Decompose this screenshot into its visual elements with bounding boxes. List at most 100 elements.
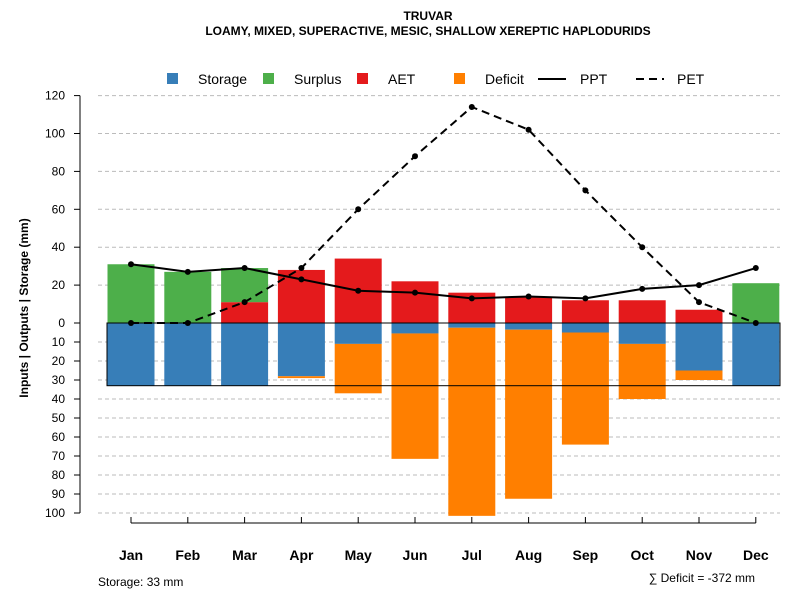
deficit-bar-sep	[561, 332, 609, 445]
pet-point-nov	[696, 299, 702, 306]
storage-bar-apr	[277, 323, 325, 377]
legend-label-deficit: Deficit	[485, 71, 524, 87]
pet-point-oct	[639, 244, 646, 251]
y-tick-label-upper-20: 20	[52, 278, 66, 292]
pet-point-aug	[525, 126, 532, 133]
legend-key-surplus	[263, 73, 274, 84]
pet-point-may	[355, 206, 362, 213]
pet-point-apr	[298, 265, 305, 272]
pet-line	[131, 105, 757, 324]
x-tick-label-sep: Sep	[573, 547, 599, 563]
pet-point-mar	[241, 299, 248, 306]
deficit-note: ∑ Deficit = -372 mm	[649, 571, 755, 585]
ppt-point-dec	[752, 265, 759, 272]
surplus-bar-jan	[107, 264, 155, 323]
aet-bar-mar	[221, 302, 269, 323]
storage-capacity-box	[106, 322, 781, 387]
bars	[106, 258, 781, 516]
pet-point-feb	[184, 320, 191, 326]
axes: 0 20 40 60 80 100 120 10 20 30 40 50 60 70 80 90 100 Jan F…	[45, 89, 769, 563]
surplus-bar-mar	[221, 268, 269, 303]
ppt-point-jan	[128, 261, 134, 268]
ppt-point-nov	[696, 282, 702, 289]
legend-label-surplus: Surplus	[294, 71, 341, 87]
deficit-bar-may	[334, 343, 382, 394]
y-tick-label-upper-0: 0	[58, 316, 65, 330]
chart-title: TRUVAR	[403, 9, 452, 23]
storage-bar-jul	[448, 323, 496, 328]
x-tick-label-dec: Dec	[743, 547, 769, 563]
legend-label-aet: AET	[388, 71, 416, 87]
y-tick-label-lower-40: 40	[52, 392, 66, 406]
storage-bar-sep	[561, 323, 609, 333]
y-tick-label-upper-40: 40	[52, 240, 66, 254]
aet-bar-oct	[618, 300, 666, 323]
y-tick-label-lower-70: 70	[52, 449, 66, 463]
deficit-bar-nov	[675, 370, 723, 380]
y-tick-label-lower-30: 30	[52, 373, 66, 387]
legend-label-storage: Storage	[198, 71, 247, 87]
chart-subtitle: LOAMY, MIXED, SUPERACTIVE, MESIC, SHALLO…	[205, 24, 650, 38]
ppt-point-aug	[525, 293, 532, 300]
legend-key-storage	[167, 73, 178, 84]
deficit-bar-aug	[505, 329, 553, 499]
aet-bar-nov	[675, 309, 723, 323]
x-tick-label-aug: Aug	[515, 547, 542, 563]
y-tick-label-lower-50: 50	[52, 411, 66, 425]
x-tick-label-jan: Jan	[119, 547, 143, 563]
deficit-bar-apr	[277, 376, 325, 379]
y-tick-label-lower-90: 90	[52, 487, 66, 501]
x-tick-label-jun: Jun	[403, 547, 428, 563]
ppt-point-jul	[468, 295, 475, 302]
y-tick-label-upper-80: 80	[52, 164, 66, 178]
y-tick-label-lower-80: 80	[52, 468, 66, 482]
storage-bar-jan	[107, 323, 155, 386]
x-tick-label-feb: Feb	[175, 547, 200, 563]
pet-point-jul	[468, 103, 475, 110]
y-tick-label-lower-100: 100	[45, 506, 65, 520]
legend-key-aet	[357, 73, 368, 84]
pet-point-sep	[582, 187, 589, 194]
storage-bar-jun	[391, 323, 439, 334]
y-axis-label: Inputs | Outputs | Storage (mm)	[17, 218, 31, 397]
ppt-line	[130, 263, 757, 300]
x-tick-label-nov: Nov	[686, 547, 713, 563]
x-tick-label-jul: Jul	[462, 547, 482, 563]
x-tick-label-apr: Apr	[289, 547, 314, 563]
aet-bar-sep	[561, 300, 609, 323]
ppt-point-sep	[582, 295, 589, 302]
ppt-point-oct	[639, 285, 646, 292]
legend-label-pet: PET	[677, 71, 705, 87]
y-tick-label-lower-60: 60	[52, 430, 66, 444]
pet-point-jan	[128, 320, 134, 326]
ppt-point-feb	[184, 268, 191, 275]
aet-bar-jun	[391, 281, 439, 323]
x-tick-label-may: May	[345, 547, 372, 563]
aet-bar-aug	[505, 296, 553, 323]
y-tick-label-upper-100: 100	[45, 127, 65, 141]
storage-bar-may	[334, 323, 382, 344]
storage-bar-mar	[221, 323, 269, 386]
y-tick-label-upper-60: 60	[52, 202, 66, 216]
legend-label-ppt: PPT	[580, 71, 608, 87]
ppt-point-may	[355, 287, 362, 294]
x-tick-label-oct: Oct	[631, 547, 655, 563]
storage-bar-feb	[164, 323, 212, 386]
pet-point-jun	[412, 153, 418, 160]
surplus-bar-dec	[732, 283, 780, 323]
y-tick-label-lower-20: 20	[52, 354, 66, 368]
legend-key-deficit	[454, 73, 465, 84]
y-tick-label-lower-10: 10	[52, 335, 66, 349]
grid-lines	[98, 95, 780, 514]
y-tick-label-upper-120: 120	[45, 89, 65, 103]
storage-note: Storage: 33 mm	[98, 575, 183, 589]
deficit-bar-jun	[391, 333, 439, 459]
legend: Storage Surplus AET Deficit PPT PET	[167, 71, 705, 87]
storage-bar-oct	[618, 323, 666, 344]
ppt-point-mar	[241, 265, 248, 272]
storage-bar-nov	[675, 323, 723, 371]
ppt-point-jun	[412, 289, 418, 296]
deficit-bar-jul	[448, 327, 496, 516]
